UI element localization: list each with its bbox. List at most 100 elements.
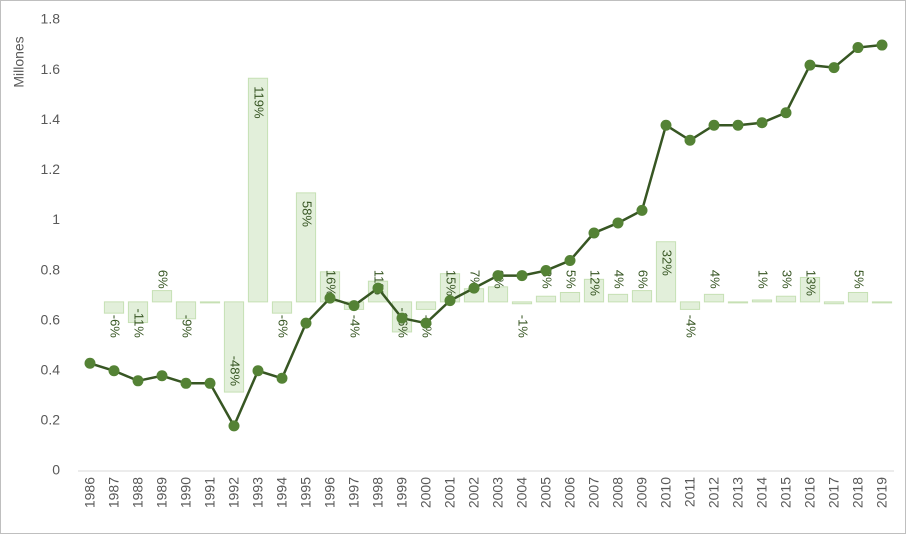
value-label: 32% <box>660 250 675 276</box>
x-tick-label: 1995 <box>298 477 314 508</box>
marker <box>84 357 96 369</box>
bar <box>775 295 797 303</box>
x-tick-label: 2010 <box>658 477 674 508</box>
bar <box>295 192 317 303</box>
x-tick-label: 1987 <box>106 477 122 508</box>
marker <box>516 270 528 282</box>
x-tick-label: 1992 <box>226 477 242 508</box>
x-tick-label: 2012 <box>706 477 722 508</box>
value-label: 5% <box>564 270 579 289</box>
x-tick-label: 1991 <box>202 477 218 508</box>
y-axis-label: Millones <box>11 36 27 87</box>
bar <box>823 301 845 305</box>
y-tick-label: 0.8 <box>41 261 61 277</box>
bar <box>631 290 653 303</box>
marker <box>108 365 120 377</box>
y-tick-label: 1.4 <box>41 111 61 127</box>
marker <box>324 292 336 304</box>
value-label: 1% <box>756 270 771 289</box>
x-tick-label: 2013 <box>730 477 746 508</box>
value-label: -1% <box>516 315 531 339</box>
marker <box>612 217 624 229</box>
x-tick-label: 1989 <box>154 477 170 508</box>
y-tick-label: 0 <box>52 462 60 478</box>
marker <box>564 255 576 267</box>
bar <box>415 301 437 310</box>
marker <box>276 372 288 384</box>
bar <box>103 301 125 314</box>
bar <box>655 241 677 303</box>
value-label: 6% <box>156 270 171 289</box>
x-tick-label: 2015 <box>778 477 794 508</box>
x-tick-label: 1986 <box>82 477 98 508</box>
x-tick-label: 2003 <box>490 477 506 508</box>
value-label: -9% <box>180 315 195 339</box>
bar <box>487 286 509 303</box>
marker <box>348 300 360 312</box>
x-tick-label: 1994 <box>274 477 290 508</box>
x-tick-label: 2016 <box>802 477 818 508</box>
marker <box>300 317 312 329</box>
x-tick-label: 1988 <box>130 477 146 508</box>
value-label: 3% <box>780 270 795 289</box>
marker <box>708 119 720 131</box>
bar <box>247 77 269 303</box>
bar <box>703 293 725 303</box>
value-label: -4% <box>684 315 699 339</box>
x-tick-label: 2018 <box>850 477 866 508</box>
y-tick-label: 0.4 <box>41 361 61 377</box>
marker <box>780 107 792 119</box>
y-tick-label: 1.8 <box>41 11 61 27</box>
value-label: 12% <box>588 270 603 296</box>
bar <box>607 293 629 303</box>
bar <box>559 291 581 303</box>
y-tick-label: 1.2 <box>41 161 61 177</box>
marker <box>828 62 840 74</box>
value-label: 4% <box>612 270 627 289</box>
value-label: 58% <box>300 201 315 227</box>
x-tick-label: 2008 <box>610 477 626 508</box>
value-label: 5% <box>852 270 867 289</box>
x-tick-label: 2019 <box>874 477 890 508</box>
bar <box>583 278 605 303</box>
marker <box>804 59 816 71</box>
x-tick-label: 1998 <box>370 477 386 508</box>
marker <box>132 375 144 387</box>
marker <box>204 377 216 389</box>
bar <box>511 301 533 305</box>
marker <box>876 39 888 51</box>
bar <box>151 290 173 303</box>
bar <box>799 276 821 303</box>
bar <box>727 301 749 304</box>
marker <box>732 119 744 131</box>
bar <box>751 299 773 303</box>
marker <box>372 282 384 294</box>
x-tick-label: 1996 <box>322 477 338 508</box>
y-tick-label: 1.6 <box>41 61 61 77</box>
marker <box>252 365 264 377</box>
value-label: 6% <box>636 270 651 289</box>
x-tick-label: 1990 <box>178 477 194 508</box>
x-tick-label: 2004 <box>514 477 530 508</box>
marker <box>660 119 672 131</box>
value-label: 15% <box>444 270 459 296</box>
y-tick-label: 0.2 <box>41 412 61 428</box>
value-label: -6% <box>276 315 291 339</box>
bar <box>535 295 557 303</box>
marker <box>180 377 192 389</box>
line <box>89 43 883 429</box>
bar <box>223 301 245 393</box>
x-tick-label: 2005 <box>538 477 554 508</box>
x-tick-label: 2014 <box>754 477 770 508</box>
marker <box>852 42 864 54</box>
value-label: -48% <box>228 356 243 387</box>
x-tick-label: 1993 <box>250 477 266 508</box>
bar <box>199 301 221 304</box>
marker <box>420 317 432 329</box>
marker <box>156 370 168 382</box>
marker <box>228 420 240 432</box>
marker <box>756 117 768 129</box>
bar <box>679 301 701 310</box>
